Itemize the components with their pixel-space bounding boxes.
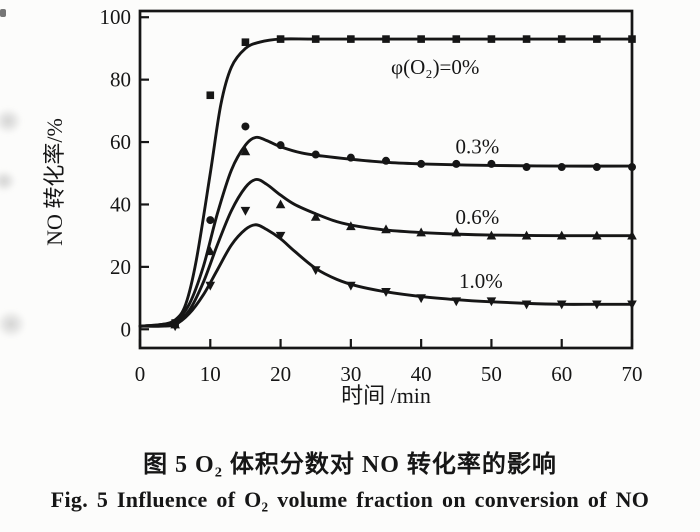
data-point-triangle-down bbox=[416, 294, 426, 304]
y-tick-label: 100 bbox=[100, 5, 132, 29]
data-point-circle bbox=[311, 150, 320, 159]
x-tick-label: 30 bbox=[340, 362, 361, 386]
y-tick-label: 0 bbox=[121, 317, 132, 341]
data-point-triangle-down bbox=[486, 297, 497, 307]
x-tick-label: 50 bbox=[481, 362, 502, 386]
data-point-circle bbox=[592, 163, 601, 172]
data-point-triangle-down bbox=[205, 281, 216, 291]
data-point-triangle-down bbox=[346, 281, 356, 291]
y-tick-label: 60 bbox=[110, 130, 131, 154]
data-point-triangle-down bbox=[451, 297, 462, 307]
data-point-circle bbox=[241, 122, 250, 131]
x-tick-label: 0 bbox=[135, 362, 146, 386]
x-tick-label: 20 bbox=[270, 362, 291, 386]
data-point-square bbox=[347, 35, 355, 43]
data-point-triangle-up bbox=[486, 230, 497, 240]
data-point-square bbox=[557, 35, 566, 43]
data-point-triangle-up bbox=[346, 221, 356, 231]
data-point-circle bbox=[628, 163, 636, 172]
data-point-triangle-down bbox=[592, 300, 602, 310]
data-point-triangle-down bbox=[627, 300, 637, 310]
data-point-triangle-down bbox=[381, 288, 391, 297]
data-point-triangle-down bbox=[170, 322, 180, 332]
data-point-triangle-up bbox=[205, 246, 216, 256]
data-point-triangle-up bbox=[416, 227, 426, 237]
series-annotation: 1.0% bbox=[459, 269, 503, 293]
data-point-square bbox=[417, 35, 425, 43]
x-tick-label: 60 bbox=[551, 362, 572, 386]
y-axis-title: NO 转化率/% bbox=[42, 118, 67, 246]
data-point-circle bbox=[522, 163, 531, 172]
data-point-circle bbox=[382, 156, 390, 165]
x-axis-title: 时间 /min bbox=[341, 383, 431, 408]
data-point-triangle-down bbox=[310, 266, 321, 275]
data-point-square bbox=[382, 35, 390, 43]
x-tick-label: 10 bbox=[200, 362, 221, 386]
figure-caption-english: Fig. 5 Influence of O₂ volume fraction o… bbox=[50, 487, 650, 512]
data-point-circle bbox=[276, 141, 285, 150]
series-annotation: φ(O₂)=0% bbox=[391, 55, 479, 79]
plot-border bbox=[138, 9, 634, 350]
data-point-triangle-up bbox=[627, 230, 637, 240]
data-point-triangle-up bbox=[592, 230, 602, 240]
data-point-circle bbox=[206, 216, 215, 225]
data-point-triangle-down bbox=[556, 300, 567, 310]
data-point-triangle-up bbox=[310, 211, 321, 221]
x-tick-label: 40 bbox=[411, 362, 432, 386]
data-point-circle bbox=[487, 159, 496, 168]
data-point-circle bbox=[417, 159, 426, 168]
y-tick-label: 20 bbox=[110, 255, 131, 279]
series-curve-O0 bbox=[138, 37, 634, 328]
series-annotation: 0.6% bbox=[455, 205, 499, 229]
data-point-triangle-up bbox=[381, 224, 391, 234]
data-point-square bbox=[452, 35, 461, 43]
data-point-triangle-up bbox=[556, 230, 567, 240]
x-tick-label: 70 bbox=[622, 362, 643, 386]
data-point-triangle-down bbox=[240, 206, 251, 216]
data-point-circle bbox=[557, 163, 566, 172]
data-point-circle bbox=[452, 159, 461, 168]
figure-caption-chinese: 图 5 O₂ 体积分数对 NO 转化率的影响 bbox=[143, 452, 557, 478]
no-conversion-line-chart: 0 10 20 30 40 50 60 70 0 20 40 60 80 100 时间 /min NO 转化率… bbox=[42, 5, 643, 408]
data-point-square bbox=[276, 35, 285, 43]
data-point-square bbox=[206, 91, 215, 100]
data-point-square bbox=[241, 38, 250, 47]
series-curve-1.0 bbox=[138, 223, 634, 328]
data-point-square bbox=[593, 35, 601, 43]
data-point-square bbox=[628, 35, 636, 43]
data-point-circle bbox=[346, 153, 355, 162]
data-point-triangle-up bbox=[451, 227, 462, 237]
y-tick-label: 40 bbox=[110, 192, 131, 216]
data-point-triangle-up bbox=[240, 146, 251, 156]
data-point-square bbox=[487, 35, 496, 43]
data-point-triangle-down bbox=[275, 231, 286, 241]
data-point-square bbox=[311, 35, 320, 43]
y-tick-label: 80 bbox=[110, 68, 131, 92]
data-point-triangle-down bbox=[521, 300, 532, 310]
series-annotation: 0.3% bbox=[455, 135, 499, 159]
data-point-triangle-up bbox=[275, 199, 286, 209]
data-point-square bbox=[522, 35, 531, 43]
data-point-triangle-up bbox=[521, 230, 532, 240]
